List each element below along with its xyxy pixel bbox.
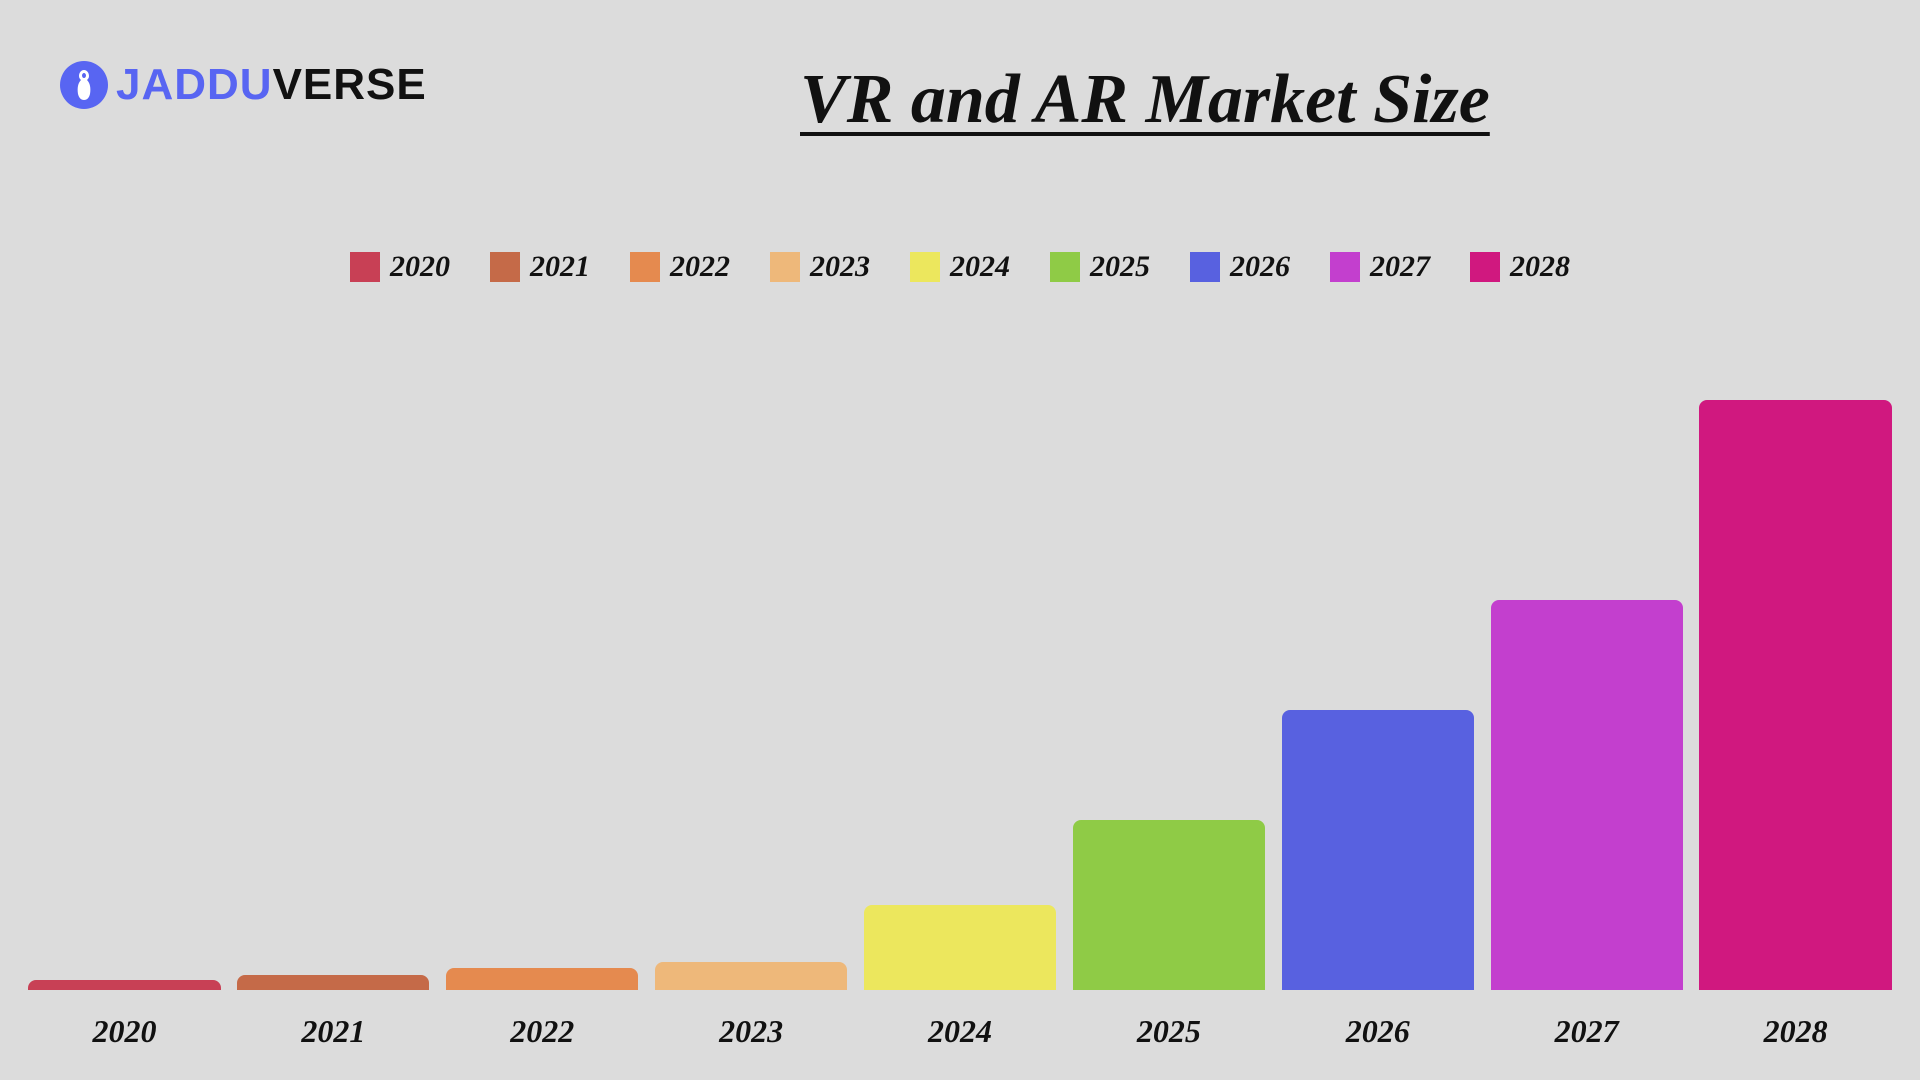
legend-swatch — [910, 252, 940, 282]
chart-title: VR and AR Market Size — [800, 60, 1490, 140]
legend: 2020 2021 2022 2023 2024 2025 2026 2027 2028 — [0, 250, 1920, 284]
bar — [1282, 710, 1474, 990]
legend-item: 2022 — [630, 250, 730, 284]
bar-container — [856, 390, 1065, 990]
bar-container — [1273, 390, 1482, 990]
bar-container — [1482, 390, 1691, 990]
legend-item: 2027 — [1330, 250, 1430, 284]
logo-text: JADDUVERSE — [116, 60, 427, 110]
x-axis-label: 2028 — [1691, 1013, 1900, 1050]
bar-chart — [20, 390, 1900, 990]
legend-item: 2023 — [770, 250, 870, 284]
legend-swatch — [490, 252, 520, 282]
legend-swatch — [770, 252, 800, 282]
legend-item: 2026 — [1190, 250, 1290, 284]
bar-container — [1064, 390, 1273, 990]
logo-text-part2: VERSE — [273, 60, 427, 109]
bar — [28, 980, 220, 990]
legend-swatch — [1330, 252, 1360, 282]
x-axis-label: 2023 — [647, 1013, 856, 1050]
bar — [446, 968, 638, 990]
bar-container — [647, 390, 856, 990]
legend-swatch — [1190, 252, 1220, 282]
bar — [1491, 600, 1683, 990]
bar — [237, 975, 429, 990]
legend-item: 2021 — [490, 250, 590, 284]
bar-container — [438, 390, 647, 990]
legend-label: 2026 — [1230, 250, 1290, 284]
legend-swatch — [350, 252, 380, 282]
legend-label: 2028 — [1510, 250, 1570, 284]
bar — [655, 962, 847, 990]
legend-label: 2021 — [530, 250, 590, 284]
legend-label: 2022 — [670, 250, 730, 284]
x-axis-label: 2022 — [438, 1013, 647, 1050]
logo-icon — [60, 61, 108, 109]
x-axis-label: 2021 — [229, 1013, 438, 1050]
x-axis-label: 2025 — [1064, 1013, 1273, 1050]
legend-swatch — [630, 252, 660, 282]
x-axis-label: 2026 — [1273, 1013, 1482, 1050]
legend-label: 2027 — [1370, 250, 1430, 284]
bar-container — [229, 390, 438, 990]
x-axis-label: 2020 — [20, 1013, 229, 1050]
logo-text-part1: JADDU — [116, 60, 273, 109]
legend-item: 2025 — [1050, 250, 1150, 284]
x-axis: 202020212022202320242025202620272028 — [20, 1013, 1900, 1050]
legend-swatch — [1470, 252, 1500, 282]
legend-label: 2024 — [950, 250, 1010, 284]
bar — [1073, 820, 1265, 990]
x-axis-label: 2027 — [1482, 1013, 1691, 1050]
bar-container — [1691, 390, 1900, 990]
legend-item: 2020 — [350, 250, 450, 284]
x-axis-label: 2024 — [856, 1013, 1065, 1050]
bird-icon — [71, 68, 97, 102]
legend-swatch — [1050, 252, 1080, 282]
legend-label: 2025 — [1090, 250, 1150, 284]
bar-container — [20, 390, 229, 990]
bar — [864, 905, 1056, 990]
legend-item: 2024 — [910, 250, 1010, 284]
logo: JADDUVERSE — [60, 60, 427, 110]
bar — [1699, 400, 1891, 990]
legend-label: 2023 — [810, 250, 870, 284]
legend-label: 2020 — [390, 250, 450, 284]
legend-item: 2028 — [1470, 250, 1570, 284]
